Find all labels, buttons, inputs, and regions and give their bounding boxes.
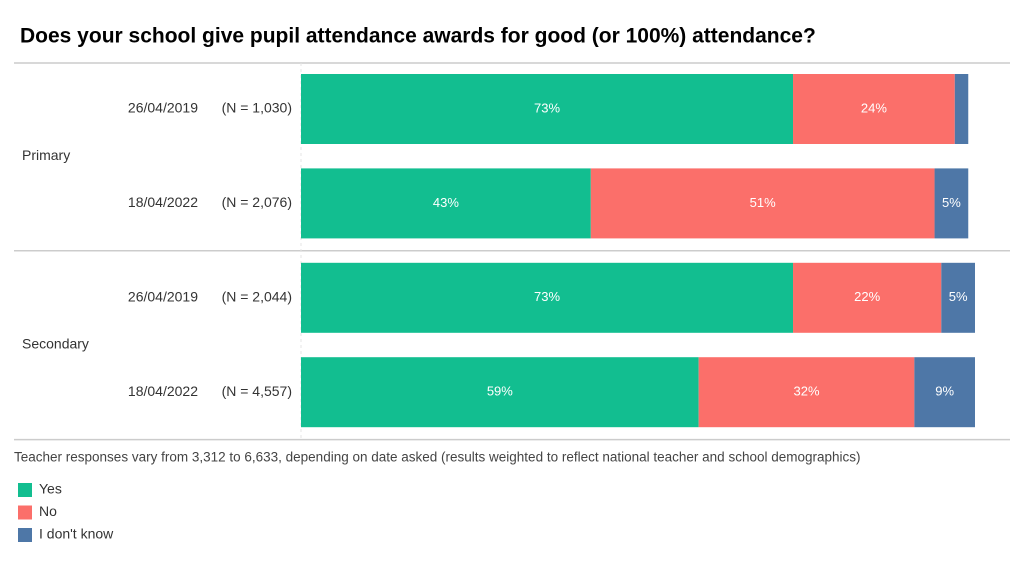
sample-label: (N = 2,044) — [222, 289, 292, 305]
bar-segment — [301, 357, 699, 428]
bar-segment — [301, 262, 794, 333]
category-label: 26/04/2019 — [128, 289, 198, 305]
sample-label: (N = 1,030) — [222, 100, 292, 116]
group-label: Secondary — [22, 336, 89, 352]
value-label: 32% — [793, 384, 819, 399]
bar-segment — [301, 74, 794, 144]
bar-segment — [793, 74, 955, 144]
value-label: 9% — [935, 384, 954, 399]
value-label: 73% — [534, 289, 560, 304]
legend-label: Yes — [39, 481, 62, 497]
value-label: 43% — [433, 195, 459, 210]
legend-label: I don't know — [39, 526, 114, 542]
category-label: 18/04/2022 — [128, 383, 198, 399]
sample-label: (N = 4,557) — [222, 383, 292, 399]
category-label: 26/04/2019 — [128, 100, 198, 116]
value-label: 22% — [854, 289, 880, 304]
legend-swatch — [18, 505, 32, 520]
legend-label: No — [39, 503, 57, 519]
legend-swatch — [18, 528, 32, 542]
bar-segment — [301, 168, 591, 239]
bar-segment — [954, 74, 969, 144]
bar-segment — [941, 262, 975, 333]
sample-label: (N = 2,076) — [222, 194, 292, 210]
bar-segment — [914, 357, 975, 428]
value-label: 5% — [942, 195, 961, 210]
bar-segment — [698, 357, 915, 428]
group-label: Primary — [22, 147, 70, 163]
legend-swatch — [18, 483, 32, 497]
bar-segment — [934, 168, 969, 239]
value-label: 51% — [750, 195, 776, 210]
value-label: 24% — [861, 100, 887, 115]
value-label: 73% — [534, 100, 560, 115]
value-label: 59% — [487, 384, 513, 399]
value-label: 5% — [949, 289, 968, 304]
footnote: Teacher responses vary from 3,312 to 6,6… — [14, 450, 861, 465]
bar-segment — [793, 262, 942, 333]
chart-title: Does your school give pupil attendance a… — [20, 25, 816, 48]
bar-segment — [590, 168, 935, 239]
category-label: 18/04/2022 — [128, 194, 198, 210]
